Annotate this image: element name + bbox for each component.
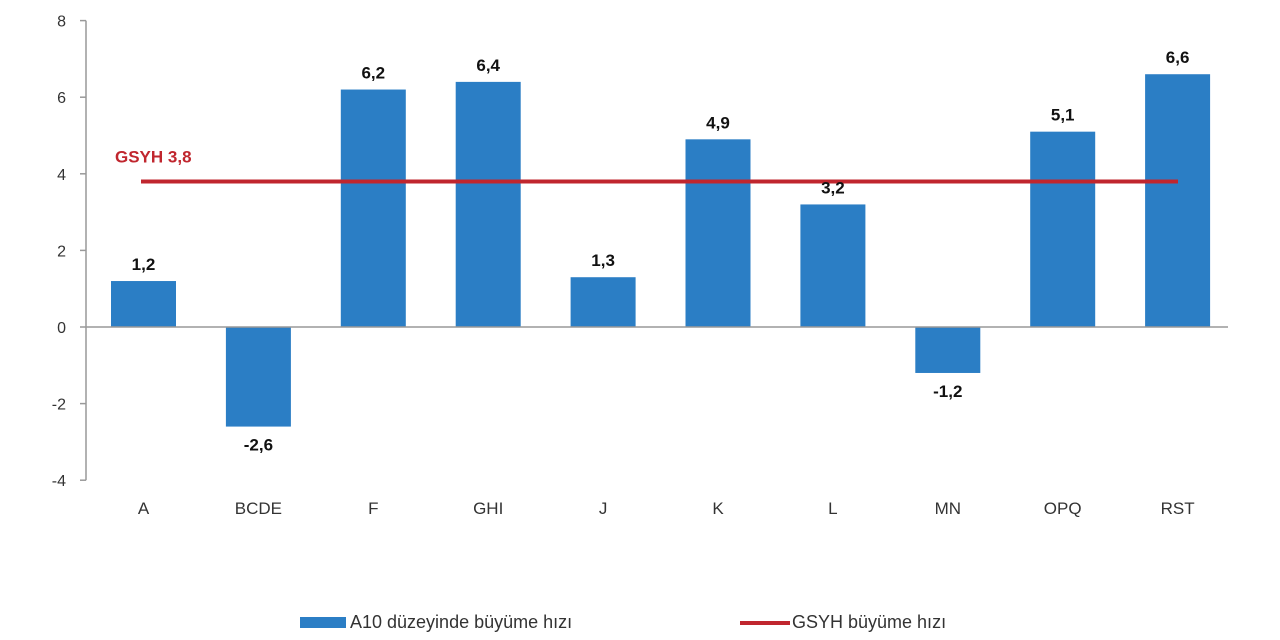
category-label-l: L <box>828 499 837 518</box>
category-label-bcde: BCDE <box>235 499 282 518</box>
y-tick-label: 8 <box>57 14 66 31</box>
category-label-j: J <box>599 499 608 518</box>
value-label-k: 4,9 <box>706 113 730 132</box>
bar-l <box>800 204 866 327</box>
bar-ghi <box>455 81 521 327</box>
category-label-rst: RST <box>1161 499 1195 518</box>
bar-a <box>111 281 176 327</box>
y-tick-label: 2 <box>57 243 66 260</box>
bar-f <box>340 89 406 327</box>
value-label-ghi: 6,4 <box>476 56 500 75</box>
legend-item-line: GSYH büyüme hızı <box>740 612 946 633</box>
category-label-opq: OPQ <box>1044 499 1082 518</box>
bar-rst <box>1145 74 1211 327</box>
legend-line-label: GSYH büyüme hızı <box>792 612 947 632</box>
y-tick-label: 4 <box>57 167 66 184</box>
gsyh-annotation: GSYH 3,8 <box>115 147 192 166</box>
bar-k <box>685 139 751 327</box>
category-label-ghi: GHI <box>473 499 503 518</box>
y-tick-label: 0 <box>57 320 66 337</box>
category-label-k: K <box>712 499 724 518</box>
gsyh-reference-line: GSYH 3,8 <box>115 147 1178 184</box>
line-swatch-icon <box>740 620 790 625</box>
y-axis: 8 6 4 2 0 -2 -4 <box>52 14 87 490</box>
value-label-mn: -1,2 <box>933 382 962 401</box>
legend-bar-label: A10 düzeyinde büyüme hızı <box>350 612 573 632</box>
value-label-j: 1,3 <box>591 251 615 270</box>
bar-chart: 8 6 4 2 0 -2 -4 GSYH 3,8 1,2 -2,6 6,2 6,4 1,3 4,9 3,… <box>52 14 1228 518</box>
y-tick-label: 6 <box>57 90 66 107</box>
value-label-f: 6,2 <box>361 64 385 83</box>
value-label-bcde: -2,6 <box>244 436 273 455</box>
bar-opq <box>1030 131 1096 327</box>
value-label-opq: 5,1 <box>1051 106 1075 125</box>
category-labels: A BCDE F GHI J K L MN OPQ RST <box>138 499 1195 518</box>
value-label-rst: 6,6 <box>1166 48 1190 67</box>
bar-series <box>111 74 1211 427</box>
bar-j <box>570 277 636 327</box>
bar-mn <box>915 327 981 373</box>
category-label-f: F <box>368 499 378 518</box>
category-label-a: A <box>138 499 150 518</box>
legend: A10 düzeyinde büyüme hızı GSYH büyüme hı… <box>0 612 1280 638</box>
value-label-l: 3,2 <box>821 178 845 197</box>
y-tick-label: -2 <box>52 397 66 414</box>
value-label-a: 1,2 <box>132 255 156 274</box>
bar-bcde <box>225 327 291 427</box>
bar-swatch-icon <box>300 617 346 628</box>
y-tick-label: -4 <box>52 473 66 490</box>
legend-item-bars: A10 düzeyinde büyüme hızı <box>300 612 572 633</box>
category-label-mn: MN <box>935 499 961 518</box>
value-labels: 1,2 -2,6 6,2 6,4 1,3 4,9 3,2 -1,2 5,1 6,6 <box>132 48 1190 454</box>
